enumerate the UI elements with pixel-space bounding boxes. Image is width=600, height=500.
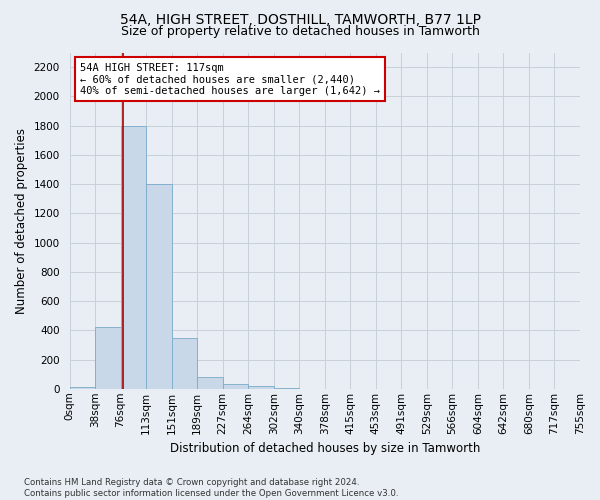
- Bar: [70, 386, 95, 389]
- Bar: [274, 388, 299, 389]
- X-axis label: Distribution of detached houses by size in Tamworth: Distribution of detached houses by size …: [170, 442, 480, 455]
- Bar: [121, 126, 146, 389]
- Y-axis label: Number of detached properties: Number of detached properties: [15, 128, 28, 314]
- Text: Size of property relative to detached houses in Tamworth: Size of property relative to detached ho…: [121, 25, 479, 38]
- Bar: [248, 386, 274, 389]
- Bar: [146, 184, 172, 389]
- Bar: [223, 384, 248, 389]
- Bar: [197, 377, 223, 389]
- Bar: [172, 338, 197, 389]
- Text: 54A HIGH STREET: 117sqm
← 60% of detached houses are smaller (2,440)
40% of semi: 54A HIGH STREET: 117sqm ← 60% of detache…: [80, 62, 380, 96]
- Text: Contains HM Land Registry data © Crown copyright and database right 2024.
Contai: Contains HM Land Registry data © Crown c…: [24, 478, 398, 498]
- Text: 54A, HIGH STREET, DOSTHILL, TAMWORTH, B77 1LP: 54A, HIGH STREET, DOSTHILL, TAMWORTH, B7…: [119, 12, 481, 26]
- Bar: [95, 328, 121, 389]
